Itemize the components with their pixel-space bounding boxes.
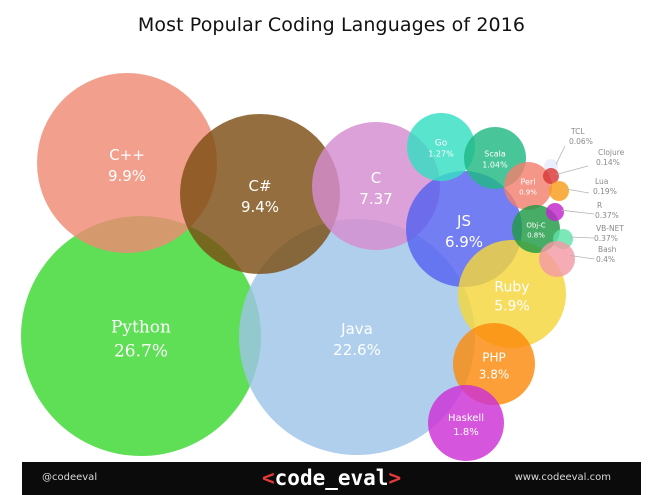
bubble-value-haskell: 1.8% [453,427,478,438]
leader-line-lua [565,188,590,194]
leader-line-tcl [555,145,566,165]
leader-line-clojure [556,165,589,175]
bubble-label-cplusplus: C++ [109,146,145,164]
bubble-haskell [428,385,504,461]
footer-handle: @codeeval [42,472,98,483]
bubble-bash [539,241,575,277]
bubble-lua [549,181,569,201]
bubble-clojure [543,168,559,184]
bubble-value-bash: 0.4% [596,255,615,264]
bubble-label-php: PHP [482,351,506,365]
bubble-value-r: 0.37% [595,211,619,220]
bubble-value-python: 26.7% [114,341,168,361]
bubble-cplusplus [37,73,217,253]
bubble-value-csharp: 9.4% [241,198,279,216]
bubble-value-js: 6.9% [445,233,483,251]
codeeval-logo: <code_eval> [262,463,401,493]
logo-close-bracket: > [388,466,402,490]
bubble-value-go: 1.27% [428,150,454,159]
bubble-go [407,113,475,181]
bubble-label-go: Go [435,138,448,148]
bubble-label-bash: Bash [598,245,617,254]
bubble-ruby [458,240,566,348]
bubble-label-clojure: Clojure [598,148,625,157]
bubble-value-ruby: 5.9% [494,299,530,315]
bubble-label-csharp: C# [248,177,271,195]
leader-line-vb-net [569,236,595,239]
bubble-label-js: JS [456,212,471,230]
bubble-label-vb-net: VB-NET [596,224,624,233]
bubble-label-obj-c: Obj-C [526,222,545,230]
leader-line-bash [569,255,595,260]
bubble-value-clojure: 0.14% [596,158,620,167]
bubble-csharp [180,114,340,274]
chart-title: Most Popular Coding Languages of 2016 [137,14,526,36]
bubble-value-c: 7.37 [359,190,392,208]
bubble-value-perl: 0.9% [519,189,537,197]
bubble-value-lua: 0.19% [593,187,617,196]
footer-bar: @codeeval <code_eval> www.codeeval.com [22,462,641,495]
bubble-value-tcl: 0.06% [569,137,593,146]
bubble-value-java: 22.6% [333,341,381,359]
bubble-label-java: Java [340,320,373,338]
bubble-label-tcl: TCL [570,127,585,136]
bubble-value-cplusplus: 9.9% [108,167,146,185]
bubble-value-php: 3.8% [479,367,510,381]
bubble-label-c: C [371,169,381,187]
bubble-label-ruby: Ruby [494,279,529,295]
bubble-python [21,216,261,456]
bubble-r [546,203,564,221]
bubble-value-scala: 1.04% [482,161,508,170]
bubble-label-haskell: Haskell [448,413,484,424]
bubble-perl [504,162,552,210]
bubble-value-vb-net: 0.37% [594,234,618,243]
bubble-label-r: R [597,201,602,210]
bubble-java [239,219,475,455]
bubble-label-python: Python [111,318,171,338]
logo-open-bracket: < [262,466,275,490]
bubble-value-obj-c: 0.8% [527,231,545,239]
bubble-php [453,323,535,405]
footer-url: www.codeeval.com [514,472,611,483]
logo-wordmark: code_eval [274,466,389,490]
bubble-label-lua: Lua [595,177,608,186]
bubble-label-perl: Perl [521,177,536,186]
bubble-label-scala: Scala [484,149,506,158]
leader-line-r [561,209,595,215]
